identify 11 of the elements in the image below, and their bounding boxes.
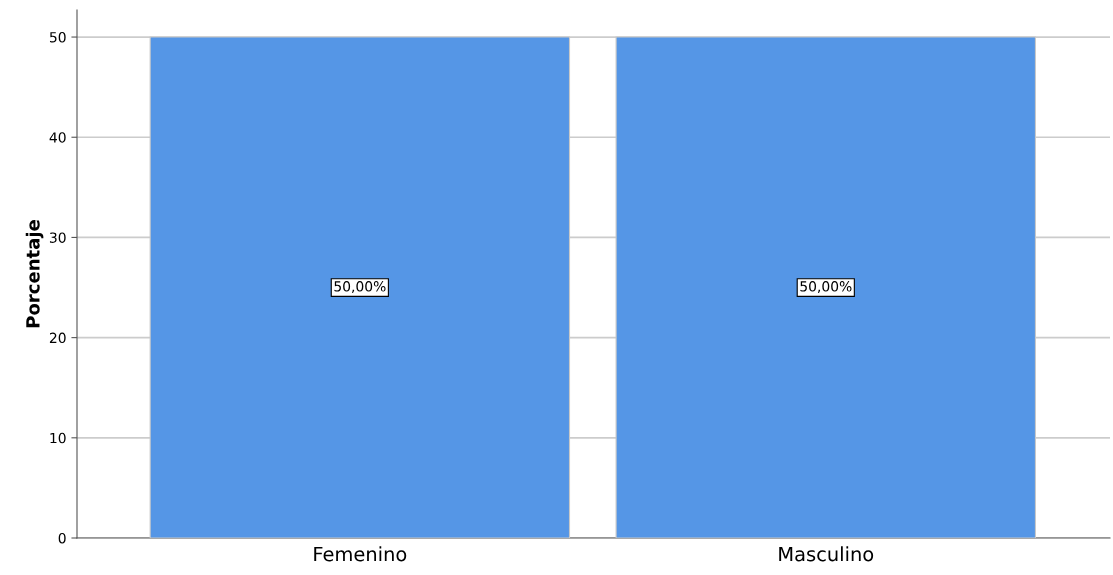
- y-tick-label: 50: [49, 32, 66, 43]
- x-tick-label: Femenino: [314, 546, 407, 562]
- y-tick-label: 0: [58, 532, 66, 544]
- y-tick-label: 20: [49, 332, 66, 344]
- y-tick-label: 40: [49, 132, 66, 143]
- data-label: 50,00%: [334, 281, 386, 293]
- y-tick-label: 30: [49, 232, 66, 243]
- x-tick-label: Masculino: [779, 546, 874, 562]
- y-tick-label: 10: [50, 432, 66, 444]
- data-label: 50,00%: [800, 281, 852, 293]
- y-axis-title: Porcentaje: [25, 220, 44, 328]
